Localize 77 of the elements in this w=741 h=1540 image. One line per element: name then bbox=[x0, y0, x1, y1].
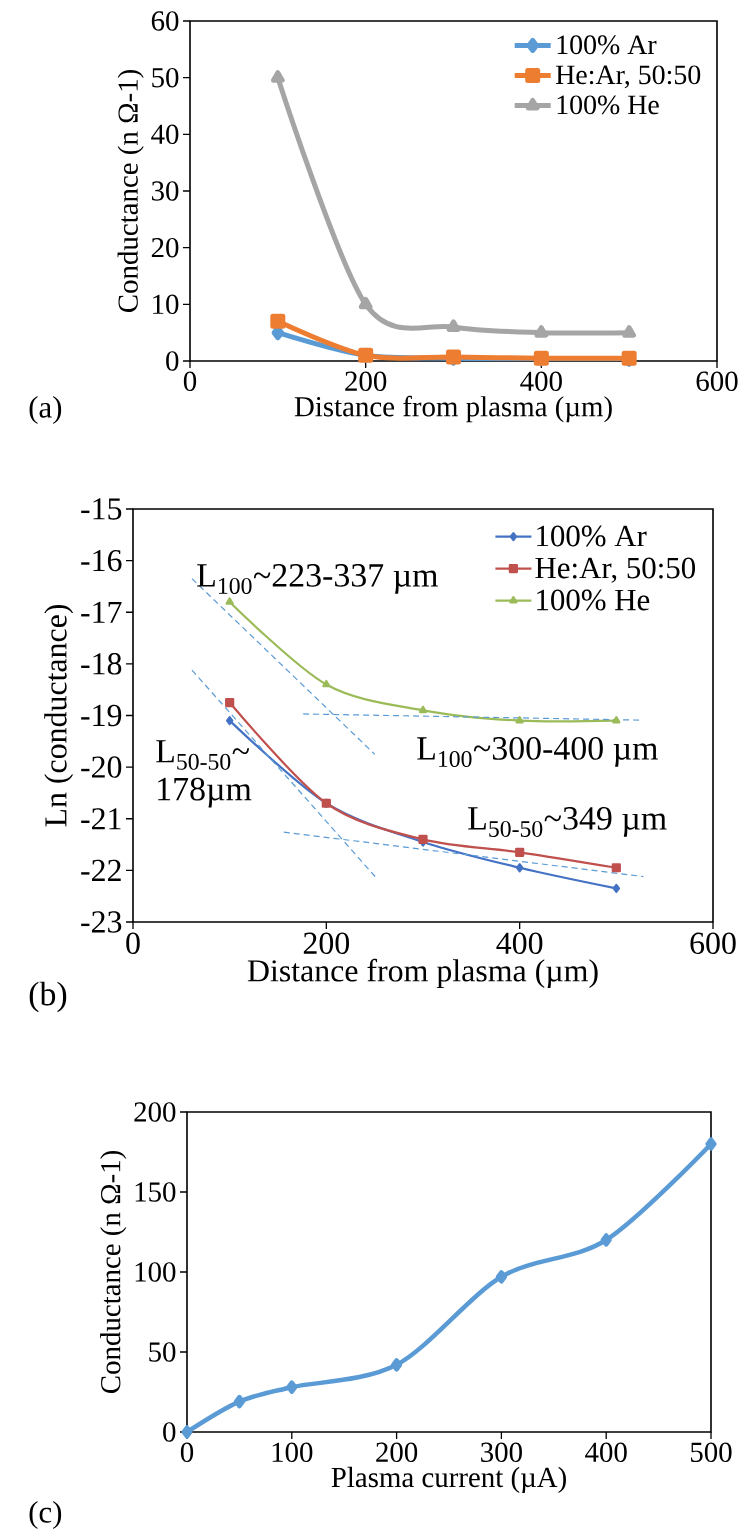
y-tick-label: -20 bbox=[81, 756, 122, 778]
y-tick-label: 0 bbox=[166, 351, 179, 371]
y-tick-label: 10 bbox=[153, 294, 179, 315]
x-tick-label: 300 bbox=[481, 1442, 522, 1462]
point bbox=[418, 705, 428, 714]
text: (b) bbox=[29, 981, 67, 1013]
x-axis-title: Distance from plasma (µm) bbox=[294, 395, 612, 423]
x-tick-label: 0 bbox=[183, 371, 197, 391]
point bbox=[225, 716, 234, 726]
text: (c) bbox=[29, 1500, 62, 1529]
annotation: L$_{50-50}$~ 178µm bbox=[156, 740, 252, 808]
x-tick-label: 200 bbox=[345, 371, 387, 391]
y-tick-label: 150 bbox=[135, 1182, 176, 1202]
point bbox=[612, 883, 621, 894]
y-tick-label: -15 bbox=[81, 498, 122, 520]
y-tick-label: 50 bbox=[149, 1342, 176, 1362]
y-tick-label: 40 bbox=[151, 124, 179, 145]
y-tick-label: 20 bbox=[151, 237, 179, 258]
y-tick-label: -16 bbox=[81, 549, 122, 572]
legend-label: 100% Ar bbox=[557, 35, 657, 55]
point bbox=[225, 597, 234, 605]
legend-label: 100% He bbox=[537, 589, 650, 611]
point bbox=[225, 697, 235, 708]
y-tick-label: -21 bbox=[81, 808, 121, 830]
point bbox=[181, 1425, 193, 1439]
point bbox=[515, 716, 524, 724]
y-tick-label: -23 bbox=[81, 911, 122, 933]
point bbox=[390, 1358, 403, 1372]
x-tick-label: 200 bbox=[303, 932, 350, 955]
y-tick-label: 200 bbox=[134, 1102, 176, 1122]
point bbox=[515, 847, 525, 857]
y-tick-label: 0 bbox=[163, 1422, 176, 1442]
annotation: L$_{100}$~300-400 µm bbox=[417, 736, 658, 767]
point bbox=[515, 863, 524, 873]
point bbox=[705, 1137, 717, 1151]
x-tick-label: 100 bbox=[272, 1442, 313, 1462]
point bbox=[495, 1270, 508, 1284]
point bbox=[358, 296, 373, 310]
point bbox=[611, 863, 621, 873]
y-tick-label: 100 bbox=[135, 1262, 176, 1282]
x-axis-title: Distance from plasma (µm) bbox=[247, 958, 598, 989]
legend-label: 100% Ar bbox=[537, 525, 647, 547]
x-axis-title: Plasma current (µA) bbox=[331, 1466, 566, 1494]
annotation: L$_{50-50}$~349 µm bbox=[468, 807, 667, 837]
y-tick-label: 50 bbox=[152, 67, 179, 88]
x-tick-label: 500 bbox=[691, 1442, 732, 1462]
x-tick-label: 600 bbox=[690, 932, 736, 955]
point bbox=[286, 1380, 298, 1394]
y-tick-label: -19 bbox=[81, 704, 122, 727]
y-tick-label: 30 bbox=[151, 181, 179, 201]
x-tick-label: 600 bbox=[696, 371, 738, 391]
x-tick-label: 400 bbox=[520, 371, 562, 391]
y-tick-label: 60 bbox=[151, 11, 179, 31]
x-tick-label: 400 bbox=[496, 932, 543, 955]
legend-label: He:Ar, 50:50 bbox=[535, 557, 696, 583]
y-axis-title: Ln (conductance) bbox=[44, 604, 74, 827]
y-tick-label: -17 bbox=[81, 601, 122, 623]
point bbox=[270, 313, 286, 329]
legend-label: He:Ar, 50:50 bbox=[555, 65, 701, 89]
x-tick-label: 200 bbox=[376, 1442, 418, 1462]
annotation: L$_{100}$~223-337 µm bbox=[197, 564, 438, 594]
point bbox=[612, 716, 621, 724]
text: (a) bbox=[29, 395, 62, 424]
x-tick-label: 0 bbox=[180, 1442, 194, 1462]
point bbox=[600, 1233, 612, 1247]
y-axis-title: Conductance (n Ω-1) bbox=[100, 1151, 127, 1394]
y-tick-label: -18 bbox=[81, 653, 122, 675]
y-tick-label: -22 bbox=[81, 859, 121, 881]
point bbox=[233, 1394, 246, 1409]
point bbox=[322, 679, 331, 688]
y-axis-title: Conductance (n Ω-1) bbox=[117, 70, 144, 313]
point bbox=[271, 70, 285, 83]
legend-label: 100% He bbox=[557, 95, 659, 115]
point bbox=[534, 325, 549, 338]
x-tick-label: 400 bbox=[585, 1442, 627, 1462]
point bbox=[622, 325, 636, 338]
point bbox=[446, 319, 461, 332]
